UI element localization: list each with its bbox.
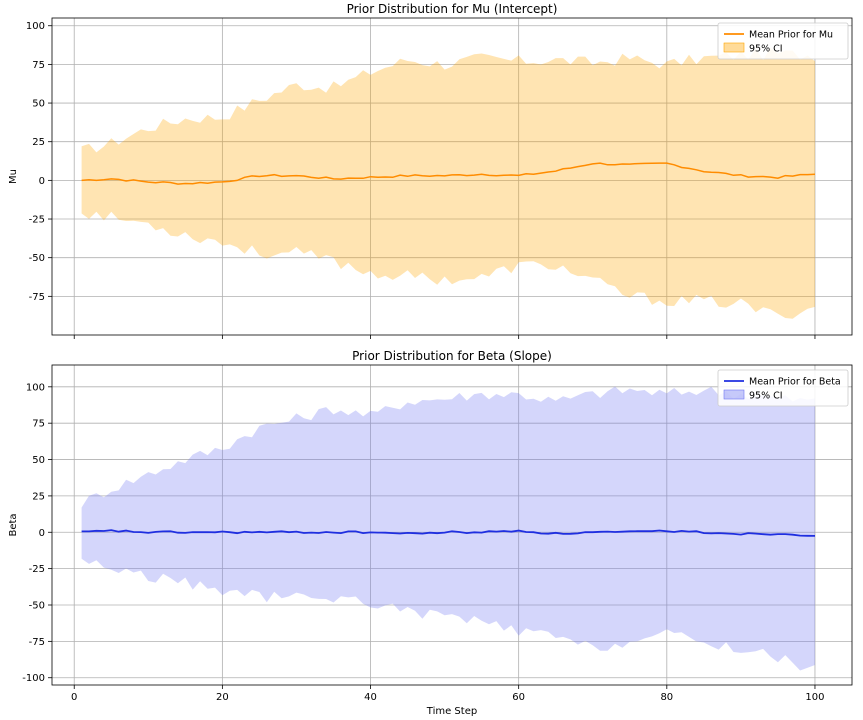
beta-x-tick-label: 60 xyxy=(512,692,525,703)
beta-legend xyxy=(717,369,849,407)
beta-y-tick-label: -25 xyxy=(29,564,45,575)
beta-legend-ci-label: 95% CI xyxy=(749,391,783,402)
beta-y-axis-label: Beta xyxy=(8,513,19,536)
beta-y-tick-label: -50 xyxy=(29,601,45,612)
mu-y-tick-label: -75 xyxy=(29,292,45,303)
beta-panel: Prior Distribution for Beta (Slope) Beta… xyxy=(8,349,853,717)
mu-y-tick-label: -50 xyxy=(29,253,45,264)
mu-legend-mean-label: Mean Prior for Mu xyxy=(749,30,833,41)
beta-x-tick-label: 20 xyxy=(216,692,229,703)
mu-y-tick-label: 100 xyxy=(26,21,45,32)
mu-ci-band xyxy=(81,48,816,319)
beta-y-tick-label: 50 xyxy=(32,455,45,466)
beta-y-tick-label: 100 xyxy=(26,382,45,393)
beta-ci-band xyxy=(81,386,816,671)
mu-y-axis-label: Mu xyxy=(8,169,19,184)
beta-y-tick-label: 0 xyxy=(39,528,45,539)
mu-y-tick-label: -25 xyxy=(29,215,45,226)
beta-y-tick-label: -75 xyxy=(29,637,45,648)
beta-x-tick-label: 80 xyxy=(660,692,673,703)
beta-legend-mean-label: Mean Prior for Beta xyxy=(749,377,841,388)
mu-y-tick-label: 25 xyxy=(32,137,45,148)
x-axis-label: Time Step xyxy=(426,706,477,717)
mu-legend-ci-label: 95% CI xyxy=(749,44,783,55)
beta-x-tick-label: 0 xyxy=(71,692,77,703)
beta-y-tick-label: -100 xyxy=(22,673,45,684)
mu-panel: Prior Distribution for Mu (Intercept) Mu… xyxy=(8,2,853,339)
mu-chart-title: Prior Distribution for Mu (Intercept) xyxy=(347,2,558,16)
beta-axes-frame xyxy=(51,364,853,686)
mu-mean-line xyxy=(81,162,816,185)
mu-legend-band-swatch xyxy=(723,42,745,53)
beta-x-tick-label: 100 xyxy=(805,692,824,703)
mu-y-tick-label: 0 xyxy=(39,176,45,187)
beta-legend-band-swatch xyxy=(723,389,745,400)
beta-y-tick-label: 75 xyxy=(32,419,45,430)
beta-x-tick-label: 40 xyxy=(364,692,377,703)
mu-y-tick-label: 50 xyxy=(32,99,45,110)
beta-y-tick-label: 25 xyxy=(32,491,45,502)
beta-mean-line xyxy=(81,529,816,537)
beta-chart-title: Prior Distribution for Beta (Slope) xyxy=(352,349,552,363)
mu-y-tick-label: 75 xyxy=(32,60,45,71)
mu-legend xyxy=(717,22,849,60)
mu-axes-frame xyxy=(51,17,853,336)
